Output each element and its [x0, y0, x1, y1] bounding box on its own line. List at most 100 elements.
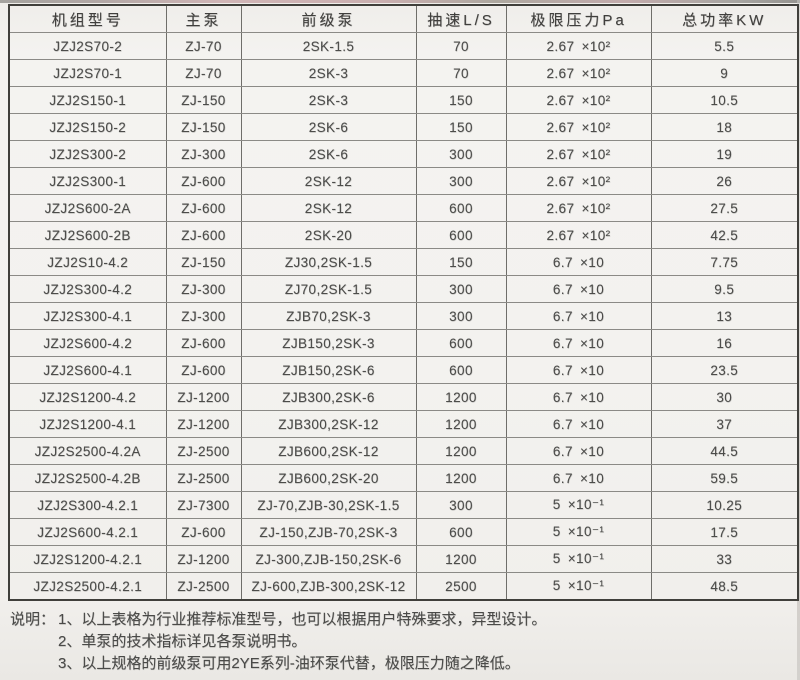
table-cell: 600: [415, 329, 507, 357]
table-cell: 37: [650, 410, 799, 438]
table-cell: 600: [415, 221, 507, 249]
table-cell: 33: [650, 545, 799, 573]
table-cell: 300: [415, 140, 507, 168]
table-cell: ZJ-600: [165, 167, 242, 195]
table-cell: 6.7 ×10: [505, 329, 652, 357]
table-cell: JZJ2S600-4.2: [8, 329, 167, 357]
table-cell: 600: [415, 194, 507, 222]
table-cell: ZJB600,2SK-12: [240, 437, 417, 465]
table-cell: 2.67 ×10²: [505, 86, 652, 114]
table-cell: 5 ×10⁻¹: [505, 491, 652, 519]
table-cell: 16: [650, 329, 799, 357]
table-cell: 13: [650, 302, 799, 330]
table-cell: JZJ2S1200-4.1: [8, 410, 167, 438]
table-cell: 2SK-12: [240, 167, 417, 195]
note-line: 说明： 1、以上表格为行业推荐标准型号，也可以根据用户特殊要求，异型设计。: [10, 609, 790, 631]
table-cell: 5.5: [650, 32, 799, 60]
table-cell: JZJ2S600-2A: [8, 194, 167, 222]
table-cell: 2SK-3: [240, 59, 417, 87]
table-cell: 6.7 ×10: [505, 275, 652, 303]
table-cell: 42.5: [650, 221, 799, 249]
table-cell: 6.7 ×10: [505, 248, 652, 276]
table-row: JZJ2S600-2A ZJ-600 2SK-12 600 2.67 ×10² 27.5: [8, 194, 799, 222]
table-cell: 300: [415, 167, 507, 195]
column-header: 总功率KW: [650, 4, 799, 33]
table-cell: 7.75: [650, 248, 799, 276]
table-cell: 6.7 ×10: [505, 356, 652, 384]
table-cell: 1200: [415, 545, 507, 573]
note-line: 2、单泵的技术指标详见各泵说明书。: [10, 631, 790, 653]
table-cell: 19: [650, 140, 799, 168]
table-cell: 18: [650, 113, 799, 141]
table-row: JZJ2S300-4.1 ZJ-300 ZJB70,2SK-3 300 6.7 ×10 1…: [8, 302, 799, 330]
table-cell: ZJ-600: [165, 518, 242, 546]
table-row: JZJ2S600-4.1 ZJ-600 ZJB150,2SK-6 600 6.7 ×10…: [8, 356, 799, 384]
table-cell: JZJ2S1200-4.2: [8, 383, 167, 411]
table-cell: JZJ2S2500-4.2A: [8, 437, 167, 465]
table-cell: 9: [650, 59, 799, 87]
table-cell: JZJ2S300-4.1: [8, 302, 167, 330]
table-cell: ZJ-300: [165, 302, 242, 330]
note-number: 2、: [58, 633, 82, 650]
table-cell: ZJ-1200: [165, 545, 242, 573]
table-cell: 17.5: [650, 518, 799, 546]
table-row: JZJ2S1200-4.2.1 ZJ-1200 ZJ-300,ZJB-150,2SK…: [8, 545, 799, 573]
table-cell: 10.5: [650, 86, 799, 114]
table-cell: 2SK-6: [240, 140, 417, 168]
table-cell: 300: [415, 302, 507, 330]
column-header: 主泵: [165, 4, 242, 33]
table-row: JZJ2S600-4.2 ZJ-600 ZJB150,2SK-3 600 6.7 ×10…: [8, 329, 799, 357]
table-cell: 9.5: [650, 275, 799, 303]
table-row: JZJ2S10-4.2 ZJ-150 ZJ30,2SK-1.5 150 6.7 ×10 7…: [8, 248, 799, 276]
column-header: 机组型号: [8, 4, 167, 33]
table-cell: 2SK-3: [240, 86, 417, 114]
table-cell: JZJ2S70-1: [8, 59, 167, 87]
table-cell: 2SK-20: [240, 221, 417, 249]
table-cell: 70: [415, 59, 507, 87]
table-cell: ZJ-1200: [165, 410, 242, 438]
table-cell: 44.5: [650, 437, 799, 465]
table-cell: 150: [415, 86, 507, 114]
table-cell: JZJ2S300-1: [8, 167, 167, 195]
table-cell: ZJ-150: [165, 86, 242, 114]
table-cell: JZJ2S1200-4.2.1: [8, 545, 167, 573]
column-header: 前级泵: [240, 4, 417, 33]
table-cell: JZJ2S600-2B: [8, 221, 167, 249]
table-cell: ZJ-70: [165, 32, 242, 60]
table-cell: 48.5: [650, 572, 799, 601]
table-cell: 150: [415, 113, 507, 141]
table-cell: 10.25: [650, 491, 799, 519]
column-header: 抽速L/S: [415, 4, 507, 33]
table-cell: ZJ70,2SK-1.5: [240, 275, 417, 303]
scan-edge-artifact-top: [0, 0, 800, 3]
table-cell: 6.7 ×10: [505, 410, 652, 438]
table-cell: 6.7 ×10: [505, 464, 652, 492]
table-cell: 26: [650, 167, 799, 195]
table-cell: 2SK-12: [240, 194, 417, 222]
table-row: JZJ2S1200-4.2 ZJ-1200 ZJB300,2SK-6 1200 6.7 …: [8, 383, 799, 411]
table-cell: JZJ2S600-4.2.1: [8, 518, 167, 546]
table-cell: 23.5: [650, 356, 799, 384]
table-cell: ZJ-1200: [165, 383, 242, 411]
table-cell: 300: [415, 275, 507, 303]
table-cell: ZJB150,2SK-3: [240, 329, 417, 357]
note-text: 以上表格为行业推荐标准型号，也可以根据用户特殊要求，异型设计。: [81, 611, 547, 628]
table-cell: JZJ2S300-4.2.1: [8, 491, 167, 519]
table-cell: 2SK-6: [240, 113, 417, 141]
table-row: JZJ2S150-1 ZJ-150 2SK-3 150 2.67 ×10² 10.5: [8, 86, 799, 114]
table-row: JZJ2S2500-4.2B ZJ-2500 ZJB600,2SK-20 1200 6.…: [8, 464, 799, 492]
table-cell: JZJ2S10-4.2: [8, 248, 167, 276]
table-row: JZJ2S1200-4.1 ZJ-1200 ZJB300,2SK-12 1200 6.7…: [8, 410, 799, 438]
table-cell: 2.67 ×10²: [505, 221, 652, 249]
note-number: 1、: [58, 611, 82, 628]
table-row: JZJ2S600-4.2.1 ZJ-600 ZJ-150,ZJB-70,2SK-3 6…: [8, 518, 799, 546]
table-body: JZJ2S70-2 ZJ-70 2SK-1.5 70 2.67 ×10² 5.5 JZJ2S…: [8, 32, 799, 601]
table-cell: ZJ-600: [165, 221, 242, 249]
table-cell: 600: [415, 356, 507, 384]
table-row: JZJ2S600-2B ZJ-600 2SK-20 600 2.67 ×10² 42.5: [8, 221, 799, 249]
table-row: JZJ2S300-4.2.1 ZJ-7300 ZJ-70,ZJB-30,2SK-1.…: [8, 491, 799, 519]
table-row: JZJ2S2500-4.2A ZJ-2500 ZJB600,2SK-12 1200 6.…: [8, 437, 799, 465]
table-cell: 5 ×10⁻¹: [505, 518, 652, 546]
table-cell: 70: [415, 32, 507, 60]
